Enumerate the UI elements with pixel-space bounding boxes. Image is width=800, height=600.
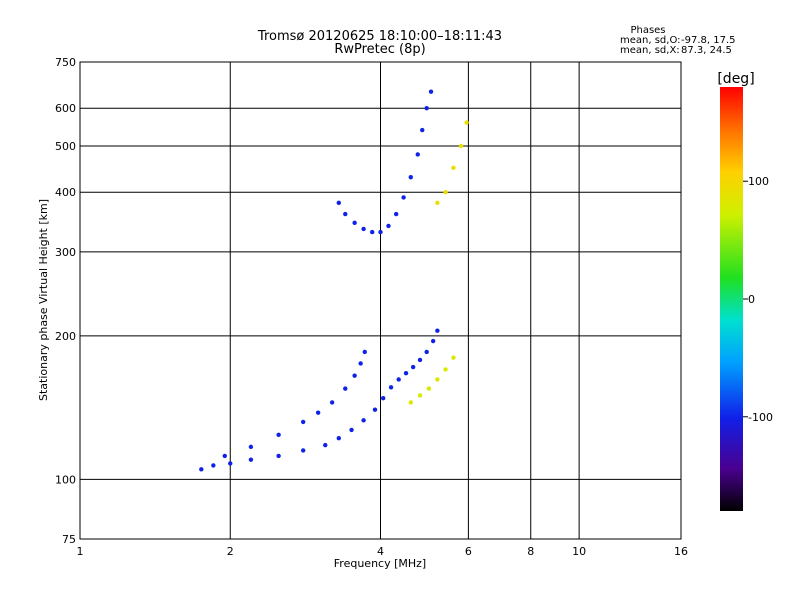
y-tick-label: 300 xyxy=(55,246,76,259)
y-tick-label: 750 xyxy=(55,56,76,69)
colorbar-tick-label: -100 xyxy=(748,411,773,424)
data-point xyxy=(343,386,348,391)
data-point xyxy=(336,200,342,206)
data-point xyxy=(451,165,456,171)
data-point xyxy=(458,143,464,149)
x-tick-label: 6 xyxy=(465,545,472,558)
x-axis-ticks: 1 2 4 6 8 10 16 xyxy=(77,545,689,558)
data-point xyxy=(417,393,423,398)
data-point xyxy=(435,328,440,333)
chart-title: Tromsø 20120625 18:10:00–18:11:43 xyxy=(257,29,502,44)
data-point xyxy=(435,377,440,382)
data-point xyxy=(408,175,413,180)
data-point xyxy=(403,370,409,376)
y-axis-ticks: 75 100 200 300 400 500 600 750 xyxy=(55,56,76,546)
data-point xyxy=(276,432,281,438)
colorbar xyxy=(720,87,743,511)
phase-stats-o-label: mean, sd,O: xyxy=(620,35,681,46)
colorbar-ticks: -100 0 100 xyxy=(743,175,773,424)
data-point xyxy=(417,357,423,363)
y-tick-label: 100 xyxy=(55,473,76,486)
colorbar-tick-label: 100 xyxy=(748,175,769,188)
plot-frame xyxy=(79,61,682,540)
data-point xyxy=(352,373,357,378)
x-tick-label: 2 xyxy=(227,545,234,558)
data-point xyxy=(424,106,429,111)
data-points xyxy=(199,89,469,472)
x-tick-label: 10 xyxy=(572,545,586,558)
data-point xyxy=(435,200,440,206)
data-point xyxy=(361,418,366,423)
colorbar-tick-label: 0 xyxy=(748,293,755,306)
data-point xyxy=(248,444,254,450)
data-point xyxy=(211,463,216,468)
data-point xyxy=(386,223,391,229)
x-tick-label: 8 xyxy=(527,545,534,558)
x-tick-label: 1 xyxy=(77,545,84,558)
data-point xyxy=(352,220,357,226)
x-tick-label: 16 xyxy=(674,545,688,558)
data-point xyxy=(378,229,383,235)
phase-header: Phases xyxy=(630,25,665,36)
y-tick-label: 200 xyxy=(55,330,76,343)
x-axis-label: Frequency [MHz] xyxy=(334,557,426,570)
phase-stats-x-label: mean, sd,X: xyxy=(620,45,680,56)
data-point xyxy=(443,367,448,372)
data-point xyxy=(424,349,429,355)
data-point xyxy=(451,355,456,360)
data-point xyxy=(415,152,420,157)
data-point xyxy=(315,410,321,415)
data-point xyxy=(323,442,328,448)
y-tick-label: 400 xyxy=(55,186,76,199)
y-tick-label: 600 xyxy=(55,102,76,115)
y-axis-label: Stationary phase Virtual Height [km] xyxy=(37,199,50,401)
data-point xyxy=(222,453,227,459)
data-point xyxy=(372,407,378,412)
colorbar-label: [deg] xyxy=(717,71,754,87)
data-point xyxy=(276,453,281,459)
chart-subtitle: RwPretec (8p) xyxy=(334,42,425,57)
data-point xyxy=(362,349,367,355)
data-point xyxy=(393,211,399,217)
data-point xyxy=(388,385,394,390)
data-point xyxy=(358,361,363,366)
data-point xyxy=(336,436,342,441)
data-point xyxy=(464,120,469,125)
data-point xyxy=(430,338,436,344)
data-point xyxy=(300,419,306,425)
data-point xyxy=(380,395,386,401)
data-point xyxy=(228,461,233,466)
data-point xyxy=(408,400,413,405)
data-point xyxy=(300,448,306,453)
data-point xyxy=(199,467,204,472)
data-point xyxy=(370,229,375,235)
data-point xyxy=(349,427,354,433)
y-tick-label: 75 xyxy=(62,533,76,546)
data-point xyxy=(248,457,254,462)
data-point xyxy=(401,195,406,200)
phase-stats-o-value: -97.8, 17.5 xyxy=(681,35,736,46)
data-point xyxy=(443,190,448,195)
data-point xyxy=(361,226,366,232)
data-point xyxy=(343,211,348,217)
data-point xyxy=(426,386,432,391)
data-point xyxy=(420,127,425,133)
data-point xyxy=(396,377,401,382)
y-tick-label: 500 xyxy=(55,140,76,153)
x-tick-label: 4 xyxy=(377,545,384,558)
data-point xyxy=(410,364,416,370)
data-point xyxy=(428,89,434,94)
phase-stats-x-value: 87.3, 24.5 xyxy=(681,45,732,56)
grid-lines xyxy=(80,62,681,539)
data-point xyxy=(329,400,335,405)
